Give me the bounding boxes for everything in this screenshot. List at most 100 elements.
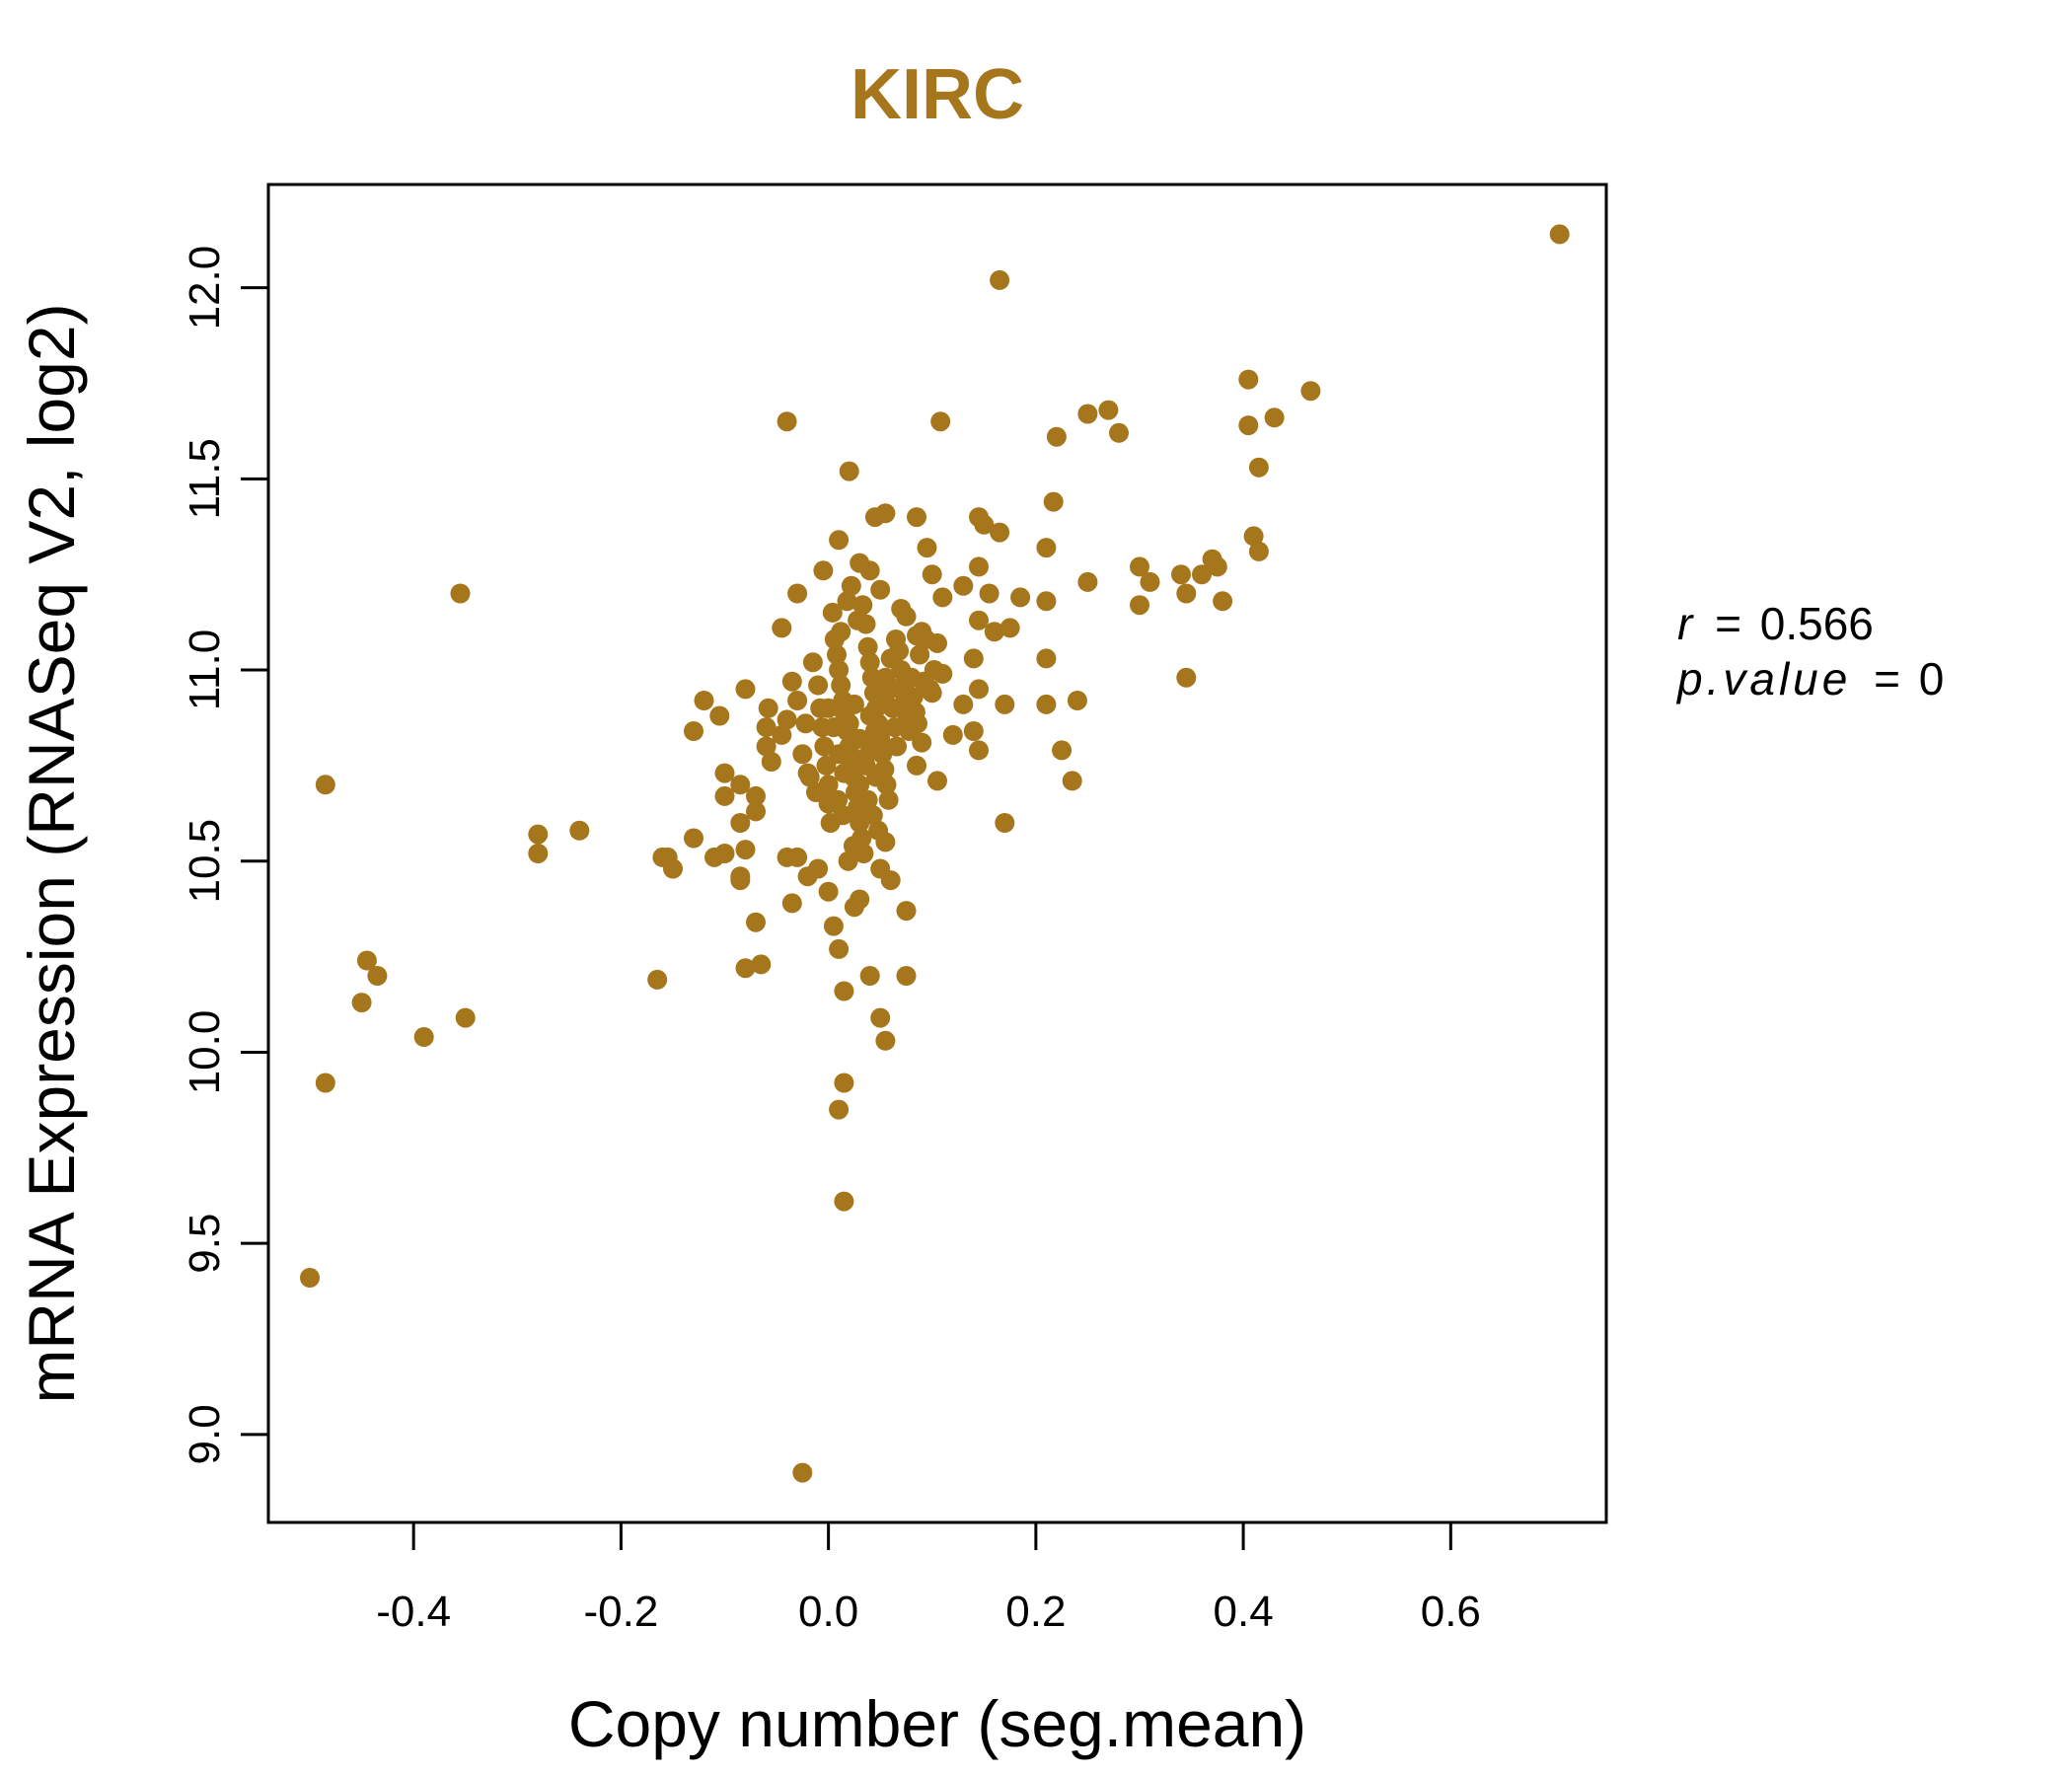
- data-point: [848, 610, 868, 630]
- data-point: [834, 1073, 854, 1093]
- data-point: [963, 721, 984, 741]
- data-point: [995, 694, 1015, 714]
- data-point: [799, 767, 820, 787]
- data-point: [875, 667, 896, 688]
- data-point: [1077, 404, 1098, 424]
- data-point: [880, 648, 901, 669]
- data-point: [1067, 691, 1087, 710]
- data-point: [969, 679, 989, 700]
- data-point: [787, 583, 808, 604]
- data-point: [647, 969, 668, 990]
- data-point: [1140, 571, 1160, 592]
- y-axis-label: mRNA Expression (RNASeq V2, log2): [15, 303, 88, 1403]
- data-point: [953, 575, 974, 596]
- data-point: [839, 461, 859, 481]
- data-point: [746, 801, 766, 822]
- data-point: [834, 763, 854, 783]
- data-point: [315, 1073, 335, 1093]
- data-point: [920, 679, 940, 700]
- data-point: [868, 820, 889, 841]
- data-point: [942, 724, 963, 745]
- data-point: [315, 775, 335, 795]
- r-label: r: [1677, 598, 1694, 649]
- data-point: [735, 958, 756, 979]
- data-point: [818, 698, 839, 718]
- data-point: [684, 828, 703, 849]
- data-point: [870, 687, 891, 707]
- data-point: [455, 1007, 476, 1028]
- data-point: [857, 789, 878, 810]
- data-point: [834, 1191, 854, 1212]
- p-stat: p.value = 0: [1675, 653, 1944, 704]
- data-point: [1098, 400, 1119, 420]
- data-point: [857, 636, 878, 657]
- data-point: [896, 901, 917, 922]
- data-point: [569, 820, 590, 841]
- x-tick-label: 0.2: [1005, 1588, 1066, 1636]
- data-point: [756, 736, 777, 757]
- data-point: [1243, 526, 1264, 547]
- r-stat: r = 0.566: [1677, 598, 1874, 649]
- data-point: [300, 1268, 320, 1288]
- data-point: [746, 785, 766, 806]
- data-point: [781, 671, 802, 692]
- data-point: [1077, 571, 1098, 592]
- data-point: [1300, 381, 1321, 402]
- data-point: [903, 687, 924, 707]
- data-point: [787, 691, 808, 710]
- data-point: [860, 736, 881, 757]
- data-point: [1176, 667, 1197, 688]
- data-point: [777, 709, 797, 730]
- data-point: [1036, 538, 1057, 558]
- data-point: [875, 503, 896, 524]
- data-point: [792, 744, 813, 765]
- data-point: [816, 755, 837, 776]
- data-point: [1130, 556, 1149, 577]
- data-point: [896, 606, 917, 627]
- data-point: [450, 583, 471, 604]
- data-point: [841, 575, 861, 596]
- data-point: [843, 836, 863, 856]
- data-point: [1238, 415, 1259, 436]
- data-point: [870, 1007, 891, 1028]
- data-point: [746, 912, 766, 932]
- data-point: [1052, 740, 1073, 761]
- data-point: [1176, 583, 1197, 604]
- data-point: [910, 644, 930, 665]
- data-point: [990, 522, 1010, 543]
- data-point: [823, 717, 844, 738]
- plot-frame: [266, 183, 1608, 1524]
- data-point: [792, 1462, 813, 1483]
- y-tick-label: 12.0: [181, 246, 229, 331]
- data-point: [1207, 556, 1227, 577]
- data-point: [714, 785, 735, 806]
- data-point: [974, 514, 995, 535]
- data-point: [953, 694, 974, 714]
- data-point: [367, 966, 388, 986]
- data-point: [787, 847, 808, 867]
- data-point: [864, 721, 885, 741]
- chart-title: KIRC: [851, 55, 1024, 134]
- data-point: [694, 691, 714, 710]
- data-point: [795, 713, 816, 734]
- x-tick-label: 0.6: [1421, 1588, 1481, 1636]
- data-point: [969, 740, 989, 761]
- data-point: [772, 724, 792, 745]
- r-value: 0.566: [1760, 598, 1874, 649]
- data-point: [735, 840, 756, 860]
- data-point: [356, 950, 377, 971]
- data-point: [828, 789, 849, 810]
- data-point: [859, 966, 880, 986]
- data-point: [870, 579, 891, 600]
- data-point: [859, 652, 880, 673]
- x-tick-label: 0.4: [1214, 1588, 1274, 1636]
- data-point: [827, 644, 847, 665]
- p-eq: =: [1874, 653, 1900, 704]
- data-point: [1046, 426, 1067, 447]
- data-point: [814, 736, 835, 757]
- data-point: [709, 705, 730, 726]
- data-point: [831, 622, 851, 642]
- data-point: [927, 771, 947, 791]
- data-point: [917, 538, 937, 558]
- data-point: [1036, 591, 1057, 612]
